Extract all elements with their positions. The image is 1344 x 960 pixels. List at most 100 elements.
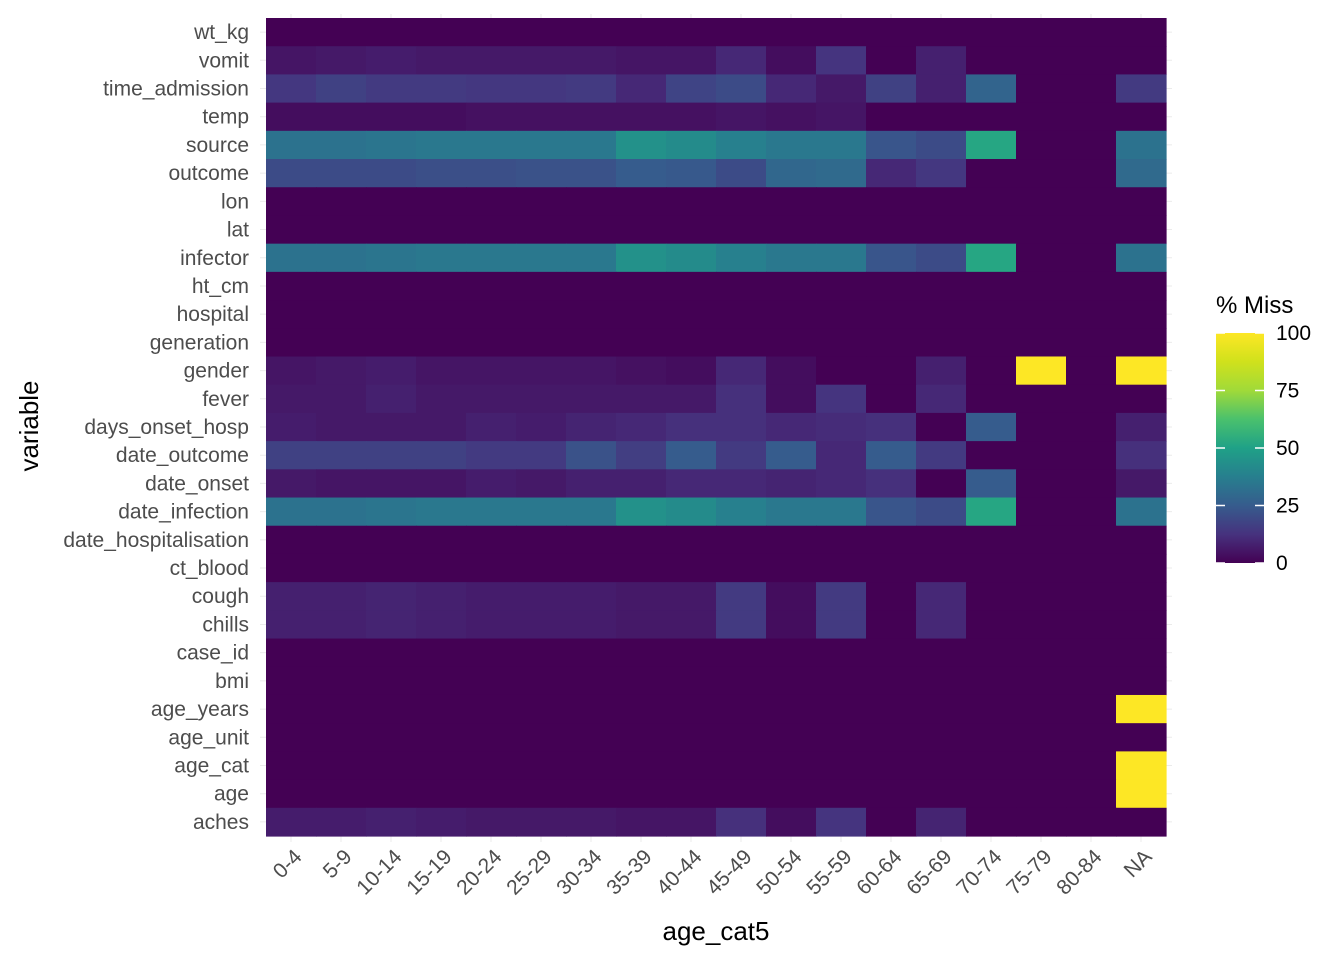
heatmap-cell (716, 779, 767, 809)
heatmap-cell (766, 610, 817, 640)
heatmap-cell (966, 102, 1017, 132)
heatmap-cell (1016, 497, 1067, 527)
heatmap-cell (1116, 300, 1167, 329)
heatmap-cell (366, 610, 417, 640)
heatmap-cell (416, 46, 467, 76)
heatmap-cell (516, 243, 567, 273)
heatmap-cell (316, 751, 367, 781)
heatmap-cell (866, 300, 917, 329)
heatmap-cell (1116, 582, 1167, 611)
heatmap-cell (516, 694, 567, 724)
heatmap-cell (716, 807, 767, 837)
heatmap-cell (866, 102, 917, 132)
heatmap-cell (316, 723, 367, 752)
heatmap-cell (1016, 582, 1067, 611)
heatmap-cell (916, 610, 967, 640)
heatmap-cell (266, 300, 317, 329)
heatmap-cell (1116, 412, 1167, 442)
heatmap-cell (616, 525, 667, 555)
heatmap-cell (1066, 582, 1117, 611)
heatmap-cell (616, 723, 667, 752)
heatmap-cell (266, 215, 317, 245)
heatmap-cell (316, 243, 367, 273)
heatmap-cell (316, 666, 367, 696)
heatmap-cell (1066, 328, 1117, 358)
heatmap-cell (766, 525, 817, 555)
heatmap-cell (666, 356, 717, 386)
heatmap-cell (616, 328, 667, 358)
heatmap-cell (566, 215, 617, 245)
heatmap-cell (616, 159, 667, 188)
x-tick-label: 80-84 (1052, 845, 1106, 899)
heatmap-cell (1016, 751, 1067, 781)
heatmap-cell (566, 300, 617, 329)
heatmap-cell (516, 779, 567, 809)
heatmap-cell (416, 328, 467, 358)
heatmap-cell (766, 582, 817, 611)
heatmap-cell (966, 159, 1017, 188)
heatmap-cell (566, 412, 617, 442)
heatmap-cell (766, 46, 817, 76)
heatmap-cell (666, 187, 717, 217)
heatmap-cell (916, 582, 967, 611)
heatmap-cell (366, 102, 417, 132)
heatmap-cell (816, 18, 867, 47)
heatmap-cell (1066, 441, 1117, 470)
heatmap-cell (366, 356, 417, 386)
heatmap-cell (816, 328, 867, 358)
heatmap-cell (616, 441, 667, 470)
heatmap-cell (566, 187, 617, 217)
heatmap-cell (616, 271, 667, 301)
heatmap-cell (366, 384, 417, 414)
heatmap-cell (866, 159, 917, 188)
heatmap-cell (1116, 18, 1167, 47)
heatmap-cell (516, 525, 567, 555)
heatmap-cell (566, 18, 617, 47)
heatmap-cell (366, 666, 417, 696)
heatmap-cell (916, 300, 967, 329)
heatmap-cell (516, 553, 567, 583)
heatmap-cell (566, 751, 617, 781)
heatmap-cell (316, 384, 367, 414)
heatmap-cell (1116, 159, 1167, 188)
heatmap-cell (666, 159, 717, 188)
heatmap-cell (966, 638, 1017, 668)
heatmap-cell (766, 102, 817, 132)
heatmap-cell (466, 159, 517, 188)
heatmap-cell (666, 694, 717, 724)
y-tick-label: age_years (151, 698, 249, 721)
heatmap-cell (316, 300, 367, 329)
heatmap-cell (966, 497, 1017, 527)
heatmap-cell (816, 610, 867, 640)
x-tick-label: 65-69 (902, 845, 956, 899)
heatmap-cell (316, 356, 367, 386)
heatmap-cell (466, 553, 517, 583)
heatmap-cell (416, 497, 467, 527)
heatmap-cell (316, 694, 367, 724)
heatmap-cell (416, 779, 467, 809)
heatmap-cell (1066, 553, 1117, 583)
heatmap-cell (1116, 441, 1167, 470)
heatmap-cell (1016, 102, 1067, 132)
heatmap-cell (816, 638, 867, 668)
heatmap-cell (866, 328, 917, 358)
heatmap-cell (466, 694, 517, 724)
heatmap-cell (716, 300, 767, 329)
heatmap-cell (966, 187, 1017, 217)
heatmap-cell (916, 638, 967, 668)
heatmap-cell (566, 384, 617, 414)
heatmap-cell (616, 300, 667, 329)
heatmap-cell (266, 638, 317, 668)
heatmap-cell (1116, 497, 1167, 527)
heatmap-cell (716, 723, 767, 752)
heatmap-cell (866, 271, 917, 301)
heatmap-cell (716, 610, 767, 640)
heatmap-cell (666, 18, 717, 47)
heatmap-cell (466, 582, 517, 611)
heatmap-cell (966, 46, 1017, 76)
heatmap-cell (416, 525, 467, 555)
heatmap-cell (1116, 525, 1167, 555)
heatmap-cell (616, 74, 667, 104)
heatmap-cell (666, 102, 717, 132)
